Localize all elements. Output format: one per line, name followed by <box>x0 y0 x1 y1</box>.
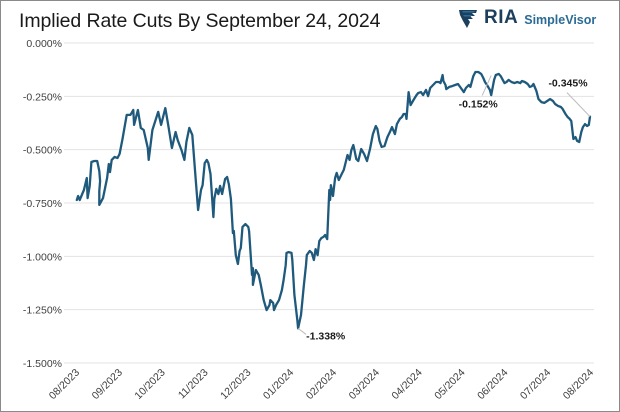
x-tick-label: 10/2023 <box>132 367 167 402</box>
annotations-layer: -1.338% -0.152% -0.345% <box>297 75 591 342</box>
logo-brand-text: RIA <box>484 7 519 28</box>
x-tick-label: 07/2024 <box>518 367 553 402</box>
annotation-label: -1.338% <box>306 330 346 342</box>
y-tick-label: -1.500% <box>23 358 62 370</box>
annotation-leader-line <box>297 328 307 335</box>
x-tick-label: 01/2024 <box>261 367 296 402</box>
chart-title: Implied Rate Cuts By September 24, 2024 <box>19 10 381 32</box>
y-tick-label: -0.500% <box>23 145 62 157</box>
annotation-leader-line <box>481 75 492 96</box>
x-tick-label: 02/2024 <box>304 367 339 402</box>
x-tick-label: 05/2024 <box>432 367 467 402</box>
annotation-label: -0.152% <box>459 98 499 110</box>
y-tick-label: -0.250% <box>23 91 62 103</box>
y-tick-label: -0.750% <box>23 198 62 210</box>
series-line <box>75 70 592 330</box>
annotation-leader-line <box>566 92 591 117</box>
eagle-shield-icon <box>459 10 477 28</box>
x-tick-label: 08/2024 <box>561 367 596 402</box>
x-tick-label: 03/2024 <box>347 367 382 402</box>
y-tick-label: 0.000% <box>26 38 62 50</box>
gridlines <box>64 42 594 364</box>
x-tick-label: 08/2023 <box>47 367 82 402</box>
y-axis-ticks: 0.000% -0.250% -0.500% -0.750% -1.000% -1.250… <box>23 38 62 370</box>
x-tick-label: 06/2024 <box>475 367 510 402</box>
series-layer <box>75 70 592 330</box>
y-tick-label: -1.000% <box>23 251 62 263</box>
x-axis-ticks: 08/2023 09/2023 10/2023 11/2023 12/2023 01/20… <box>47 367 596 402</box>
y-tick-label: -1.250% <box>23 305 62 317</box>
logo-product-text: SimpleVisor <box>524 12 597 27</box>
brand-logo: RIA SimpleVisor <box>457 6 596 30</box>
x-tick-label: 09/2023 <box>90 367 125 402</box>
x-tick-label: 04/2024 <box>389 367 424 402</box>
x-tick-label: 11/2023 <box>176 367 211 402</box>
annotation-label: -0.345% <box>548 78 588 90</box>
x-tick-label: 12/2023 <box>218 367 253 402</box>
